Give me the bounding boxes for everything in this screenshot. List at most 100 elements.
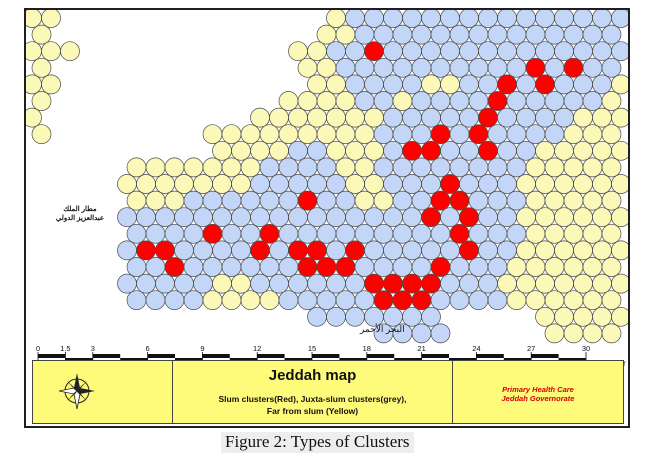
juxta-slum-cluster-cell xyxy=(354,57,375,78)
juxta-slum-cluster-cell xyxy=(468,57,489,78)
far-from-slum-cell xyxy=(535,273,555,294)
far-from-slum-cell xyxy=(259,290,280,311)
legend-organization-cell: Primary Health Care Jeddah Governorate xyxy=(453,361,623,423)
far-from-slum-cell xyxy=(573,174,593,194)
juxta-slum-cluster-cell xyxy=(430,223,451,244)
slum-cluster-cell xyxy=(250,240,270,261)
juxta-slum-cluster-cell xyxy=(459,140,479,161)
juxta-slum-cluster-cell xyxy=(326,273,346,294)
slum-cluster-cell xyxy=(487,91,508,111)
far-from-slum-cell xyxy=(525,223,546,244)
juxta-slum-cluster-cell xyxy=(326,240,346,261)
far-from-slum-cell xyxy=(554,207,574,228)
juxta-slum-cluster-cell xyxy=(364,207,384,228)
far-from-slum-cell xyxy=(592,306,612,327)
slum-cluster-cell xyxy=(459,207,479,228)
far-from-slum-cell xyxy=(145,157,166,178)
juxta-slum-cluster-cell xyxy=(316,157,337,178)
far-from-slum-cell xyxy=(231,140,251,161)
far-from-slum-cell xyxy=(544,157,565,178)
juxta-slum-cluster-cell xyxy=(240,190,261,211)
far-from-slum-cell xyxy=(611,240,628,261)
far-from-slum-cell xyxy=(516,207,536,228)
far-from-slum-cell xyxy=(592,140,612,161)
scale-bar-segment xyxy=(476,354,504,358)
legend-title-cell: Jeddah map Slum clusters(Red), Juxta-slu… xyxy=(173,361,453,423)
far-from-slum-cell xyxy=(278,91,299,111)
cluster-grid xyxy=(26,10,628,344)
juxta-slum-cluster-cell xyxy=(487,157,508,178)
cluster-map xyxy=(26,10,628,350)
juxta-slum-cluster-cell xyxy=(335,290,356,311)
juxta-slum-cluster-cell xyxy=(231,240,251,261)
juxta-slum-cluster-cell xyxy=(506,157,527,178)
scale-tick-label: 21 xyxy=(417,344,425,353)
juxta-slum-cluster-cell xyxy=(402,41,422,62)
juxta-slum-cluster-cell xyxy=(345,41,365,62)
juxta-slum-cluster-cell xyxy=(326,41,346,62)
juxta-slum-cluster-cell xyxy=(573,41,593,62)
far-from-slum-cell xyxy=(326,10,346,28)
figure-caption: Figure 2: Types of Clusters xyxy=(221,432,414,453)
juxta-slum-cluster-cell xyxy=(145,257,166,277)
juxta-slum-cluster-cell xyxy=(506,223,527,244)
juxta-slum-cluster-cell xyxy=(278,290,299,311)
juxta-slum-cluster-cell xyxy=(535,41,555,62)
juxta-slum-cluster-cell xyxy=(117,207,137,228)
far-from-slum-cell xyxy=(183,157,204,178)
slum-cluster-cell xyxy=(449,223,470,244)
juxta-slum-cluster-cell xyxy=(183,190,204,211)
far-from-slum-cell xyxy=(611,306,628,327)
far-from-slum-cell xyxy=(601,290,622,311)
far-from-slum-cell xyxy=(174,174,194,194)
juxta-slum-cluster-cell xyxy=(582,91,603,111)
juxta-slum-cluster-cell xyxy=(250,174,270,194)
far-from-slum-cell xyxy=(316,57,337,78)
far-from-slum-cell xyxy=(26,41,42,62)
juxta-slum-cluster-cell xyxy=(373,24,394,45)
far-from-slum-cell xyxy=(535,240,555,261)
juxta-slum-cluster-cell xyxy=(440,240,460,261)
far-from-slum-cell xyxy=(240,290,261,311)
far-from-slum-cell xyxy=(516,174,536,194)
slum-cluster-cell xyxy=(164,257,185,277)
juxta-slum-cluster-cell xyxy=(240,223,261,244)
juxta-slum-cluster-cell xyxy=(164,223,185,244)
juxta-slum-cluster-cell xyxy=(202,190,223,211)
slum-cluster-cell xyxy=(478,140,498,161)
juxta-slum-cluster-cell xyxy=(497,174,517,194)
juxta-slum-cluster-cell xyxy=(307,174,327,194)
far-from-slum-cell xyxy=(326,74,346,95)
slum-cluster-cell xyxy=(535,74,555,95)
far-from-slum-cell xyxy=(41,41,61,62)
juxta-slum-cluster-cell xyxy=(354,290,375,311)
slum-cluster-cell xyxy=(392,290,413,311)
slum-cluster-cell xyxy=(373,290,394,311)
juxta-slum-cluster-cell xyxy=(288,273,308,294)
slum-cluster-cell xyxy=(335,257,356,277)
far-from-slum-cell xyxy=(582,190,603,211)
far-from-slum-cell xyxy=(364,107,384,128)
juxta-slum-cluster-cell xyxy=(478,74,498,95)
far-from-slum-cell xyxy=(582,323,603,344)
juxta-slum-cluster-cell xyxy=(402,306,422,327)
far-from-slum-cell xyxy=(554,174,574,194)
far-from-slum-cell xyxy=(364,140,384,161)
far-from-slum-cell xyxy=(544,190,565,211)
far-from-slum-cell xyxy=(326,140,346,161)
far-from-slum-cell xyxy=(345,140,365,161)
juxta-slum-cluster-cell xyxy=(259,257,280,277)
slum-cluster-cell xyxy=(430,124,451,145)
slum-cluster-cell xyxy=(497,74,517,95)
far-from-slum-cell xyxy=(573,140,593,161)
far-from-slum-cell xyxy=(573,306,593,327)
juxta-slum-cluster-cell xyxy=(297,223,318,244)
juxta-slum-cluster-cell xyxy=(392,24,413,45)
juxta-slum-cluster-cell xyxy=(430,157,451,178)
juxta-slum-cluster-cell xyxy=(326,174,346,194)
juxta-slum-cluster-cell xyxy=(544,124,565,145)
slum-cluster-cell xyxy=(430,257,451,277)
far-from-slum-cell xyxy=(601,190,622,211)
far-from-slum-cell xyxy=(554,273,574,294)
slum-cluster-cell xyxy=(563,57,584,78)
